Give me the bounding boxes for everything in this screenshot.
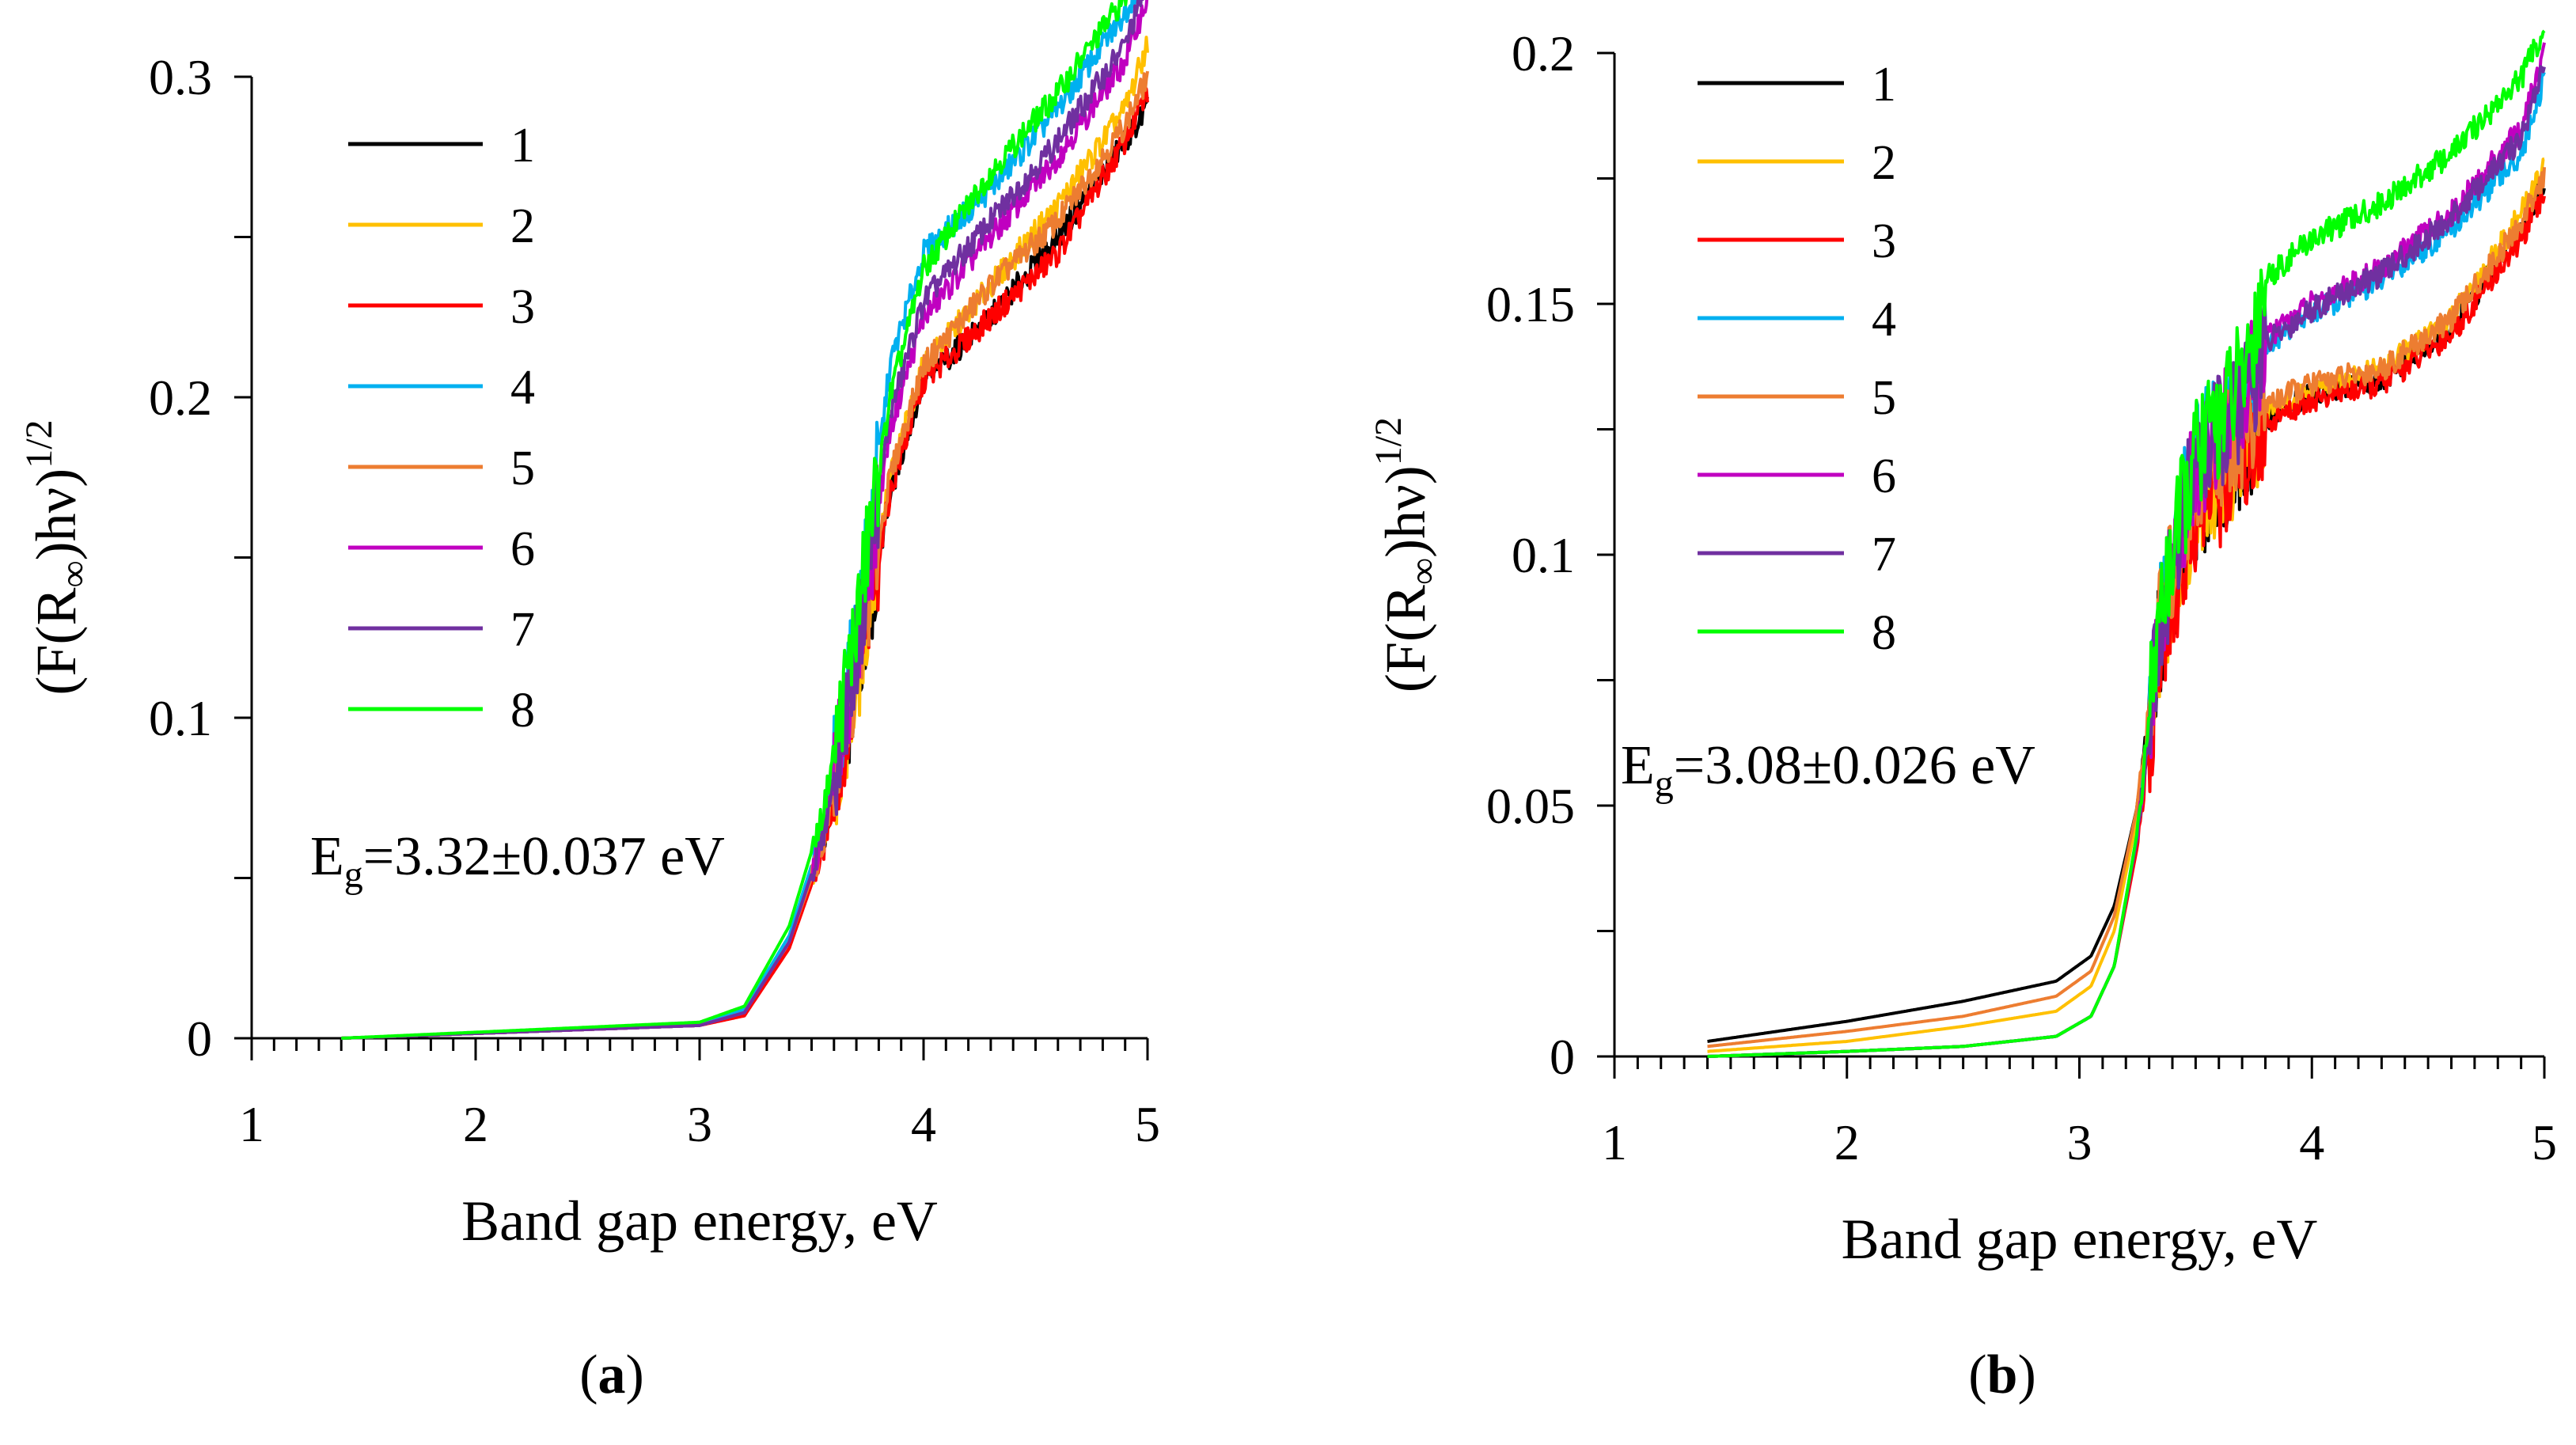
chart-b: 1 2 3 4 5 0 0.05 0.1 0.15 0.2 Band gap energy, eV (… — [1368, 25, 2557, 1405]
series-line-5 — [1707, 167, 2546, 1049]
panel-caption-letter: a — [598, 1344, 626, 1405]
panel-caption: (a) — [579, 1344, 644, 1405]
x-axis-label: Band gap energy, eV — [461, 1189, 938, 1253]
y-tick-label: 0.05 — [1486, 778, 1575, 834]
legend-label-2: 2 — [510, 199, 535, 253]
series-line-8 — [1707, 29, 2546, 1058]
legend-label-6: 6 — [510, 522, 535, 576]
legend-label-8: 8 — [1872, 606, 1896, 660]
x-tick-label: 3 — [2067, 1114, 2092, 1170]
y-axis-label: (F(R∞)hν)1/2 — [18, 419, 95, 695]
x-tick-label: 4 — [2299, 1114, 2324, 1170]
y-tick-label: 0.2 — [1512, 25, 1575, 82]
panel-caption-close: ) — [2017, 1344, 2035, 1405]
bandgap-annotation-subscript: g — [344, 854, 363, 896]
y-tick-label: 0.2 — [149, 370, 212, 426]
legend-label-5: 5 — [510, 442, 535, 495]
series-line-5 — [340, 70, 1149, 1040]
series-line-2 — [1707, 157, 2545, 1053]
y-axis-label-infinity: ∞ — [1402, 558, 1444, 585]
legend-label-3: 3 — [510, 280, 535, 334]
y-tick-label: 0.3 — [149, 49, 212, 105]
legend-label-8: 8 — [510, 684, 535, 738]
x-tick-label: 5 — [2532, 1114, 2557, 1170]
x-tick-label: 1 — [239, 1096, 264, 1152]
legend-label-4: 4 — [1872, 293, 1896, 347]
panel-caption: (b) — [1968, 1344, 2036, 1405]
bandgap-annotation-value: =3.32±0.037 eV — [363, 826, 725, 887]
chart-a: 1 2 3 4 5 0 0.1 0.2 0.3 Band gap energy, eV (F(R∞)… — [18, 0, 1160, 1405]
x-tick-label: 1 — [1602, 1114, 1627, 1170]
bandgap-annotation-value: =3.08±0.026 eV — [1674, 735, 2035, 796]
y-axis-label-mid: )hν) — [1374, 465, 1437, 558]
panel-caption-letter: b — [1987, 1344, 2018, 1405]
legend-label-6: 6 — [1872, 449, 1896, 503]
y-axis-label-mid: )hν) — [25, 468, 88, 561]
series-line-7 — [1707, 65, 2546, 1058]
y-axis-label-superscript: 1/2 — [1368, 417, 1409, 465]
y-tick-label: 0.15 — [1486, 276, 1575, 332]
panel-caption-close: ) — [626, 1344, 644, 1405]
legend-label-5: 5 — [1872, 371, 1896, 425]
legend-label-4: 4 — [510, 361, 535, 415]
legend-label-2: 2 — [1872, 136, 1896, 190]
bandgap-annotation: Eg=3.32±0.037 eV — [310, 826, 725, 896]
y-tick-label: 0 — [187, 1011, 212, 1067]
y-axis-label: (F(R∞)hν)1/2 — [1368, 417, 1444, 692]
y-axis-label-main: (F(R — [25, 588, 88, 696]
y-tick-label: 0.1 — [1512, 527, 1575, 583]
x-tick-label: 2 — [463, 1096, 488, 1152]
legend-label-7: 7 — [1872, 528, 1896, 582]
y-tick-label: 0 — [1550, 1029, 1575, 1085]
series-line-8 — [340, 0, 1128, 1040]
x-axis-label: Band gap energy, eV — [1842, 1208, 2318, 1271]
y-tick-label: 0.1 — [149, 690, 212, 746]
legend-label-3: 3 — [1872, 214, 1896, 268]
panel-caption-open: ( — [1968, 1344, 1986, 1405]
y-axis-label-superscript: 1/2 — [18, 419, 60, 468]
x-tick-label: 5 — [1135, 1096, 1160, 1152]
legend-label-1: 1 — [1872, 58, 1896, 112]
bandgap-annotation-prefix: E — [1621, 735, 1655, 796]
bandgap-annotation-prefix: E — [310, 826, 344, 887]
bandgap-annotation-subscript: g — [1655, 763, 1674, 805]
series-line-3 — [340, 85, 1149, 1040]
x-tick-label: 3 — [687, 1096, 712, 1152]
legend-label-1: 1 — [510, 119, 535, 173]
x-tick-label: 2 — [1834, 1114, 1860, 1170]
x-tick-label: 4 — [911, 1096, 936, 1152]
legend-label-7: 7 — [510, 603, 535, 657]
bandgap-annotation: Eg=3.08±0.026 eV — [1621, 735, 2035, 805]
y-axis-label-infinity: ∞ — [53, 560, 95, 587]
y-axis-label-main: (F(R — [1374, 585, 1437, 692]
panel-caption-open: ( — [579, 1344, 598, 1405]
